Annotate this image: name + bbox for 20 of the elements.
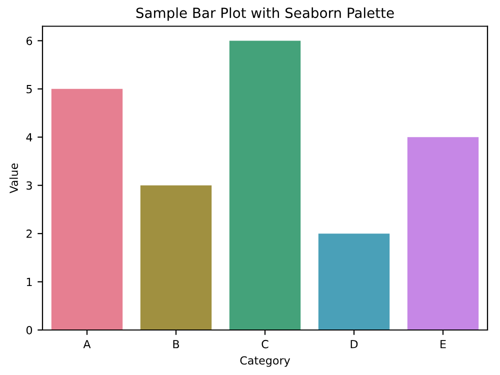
bar: [407, 137, 479, 330]
x-tick-label: D: [350, 340, 358, 348]
y-axis-title: Value: [9, 163, 18, 194]
y-tick-label: 3: [26, 181, 32, 190]
x-axis-title: Category: [240, 356, 290, 367]
y-tick-label: 5: [26, 85, 32, 94]
x-tick-label: A: [83, 340, 91, 348]
x-tick-label: E: [440, 340, 446, 348]
y-tick-label: 0: [26, 326, 32, 334]
bar: [318, 234, 390, 330]
bar: [51, 88, 123, 330]
y-tick-label: 1: [26, 278, 32, 286]
x-tick-label: B: [173, 340, 180, 348]
y-tick-label: 6: [26, 36, 32, 46]
chart-title: Sample Bar Plot with Seaborn Palette: [136, 7, 394, 21]
bar: [229, 40, 301, 330]
y-tick-label: 4: [26, 133, 32, 142]
bar: [140, 185, 212, 330]
x-tick-label: C: [262, 340, 268, 348]
y-tick-label: 2: [26, 230, 32, 238]
